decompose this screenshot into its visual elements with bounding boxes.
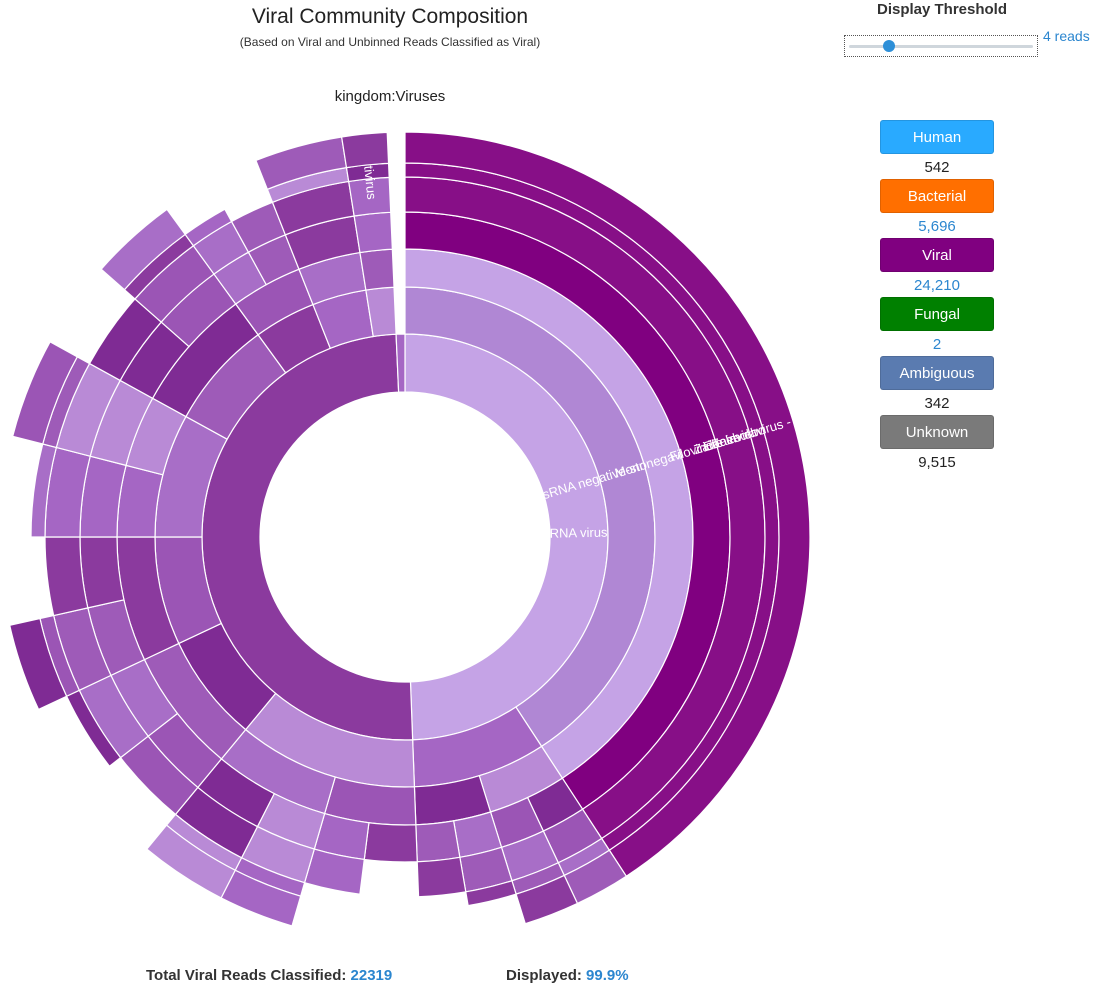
sunburst-segment-depth-1[interactable]	[395, 333, 406, 393]
breadcrumb[interactable]: kingdom:Viruses	[334, 88, 446, 105]
legend-item-viral: Viral 24,210	[880, 238, 994, 297]
viral-count[interactable]: 24,210	[914, 277, 960, 294]
sunburst-segment-depth-4[interactable]	[363, 822, 418, 863]
sunburst-segment-depth-7[interactable]	[515, 874, 579, 925]
bacterial-count[interactable]: 5,696	[918, 218, 956, 235]
ambiguous-button[interactable]: Ambiguous	[880, 356, 994, 390]
legend: Human 542 Bacterial 5,696 Viral 24,210 F…	[880, 120, 994, 474]
chart-title: Viral Community Composition	[251, 5, 529, 28]
sunburst-segment-depth-4[interactable]	[79, 536, 125, 609]
total-reads: Total Viral Reads Classified: 22319	[146, 967, 392, 984]
slider-handle[interactable]	[883, 40, 895, 52]
displayed-label: Displayed:	[506, 967, 582, 984]
segment-label: ssRNA viruses	[537, 524, 622, 541]
sunburst-segment-depth-7[interactable]	[11, 341, 79, 445]
legend-item-human: Human 542	[880, 120, 994, 179]
legend-item-unknown: Unknown 9,515	[880, 415, 994, 474]
legend-item-bacterial: Bacterial 5,696	[880, 179, 994, 238]
legend-item-ambiguous: Ambiguous 342	[880, 356, 994, 415]
bacterial-button[interactable]: Bacterial	[880, 179, 994, 213]
sunburst-segment-depth-5[interactable]	[416, 856, 467, 898]
sunburst-segment-depth-7[interactable]	[100, 208, 187, 291]
sunburst-segment-depth-3[interactable]	[359, 248, 395, 291]
sunburst-segment-depth-7[interactable]	[9, 617, 68, 711]
displayed-value: 99.9%	[586, 967, 629, 984]
chart-subtitle: (Based on Viral and Unbinned Reads Class…	[239, 35, 541, 49]
threshold-value: 4 reads	[1043, 28, 1090, 44]
sunburst-segment-depth-7[interactable]	[340, 131, 390, 169]
sunburst-segment-depth-4[interactable]	[415, 820, 461, 863]
sunburst-segment-depth-4[interactable]	[353, 211, 393, 254]
fungal-button[interactable]: Fungal	[880, 297, 994, 331]
unknown-count: 9,515	[918, 454, 956, 471]
total-reads-value: 22319	[350, 967, 393, 984]
sunburst-segment-depth-6[interactable]	[184, 208, 233, 247]
sunburst-segment-depth-7[interactable]	[145, 824, 237, 899]
threshold-label: Display Threshold	[876, 1, 1008, 18]
threshold-slider[interactable]	[844, 35, 1038, 57]
sunburst-segment-depth-6[interactable]	[465, 879, 517, 907]
viral-button[interactable]: Viral	[880, 238, 994, 272]
human-button[interactable]: Human	[880, 120, 994, 154]
legend-item-fungal: Fungal 2	[880, 297, 994, 356]
ambiguous-count: 342	[924, 395, 950, 412]
slider-track[interactable]	[849, 45, 1033, 48]
displayed-percent: Displayed: 99.9%	[506, 967, 629, 984]
total-reads-label: Total Viral Reads Classified:	[146, 967, 347, 984]
fungal-count[interactable]: 2	[932, 336, 942, 353]
unknown-button[interactable]: Unknown	[880, 415, 994, 449]
human-count: 542	[924, 159, 950, 176]
